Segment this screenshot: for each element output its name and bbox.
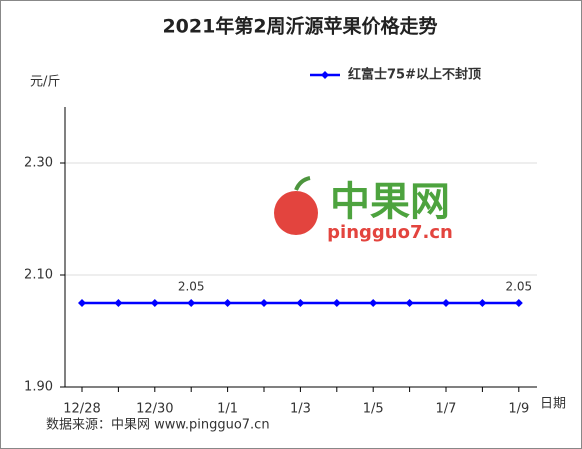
x-tick-label: 1/5 [363,402,384,417]
source: 数据来源：中果网 www.pingguo7.cn [46,418,270,433]
watermark-site: pingguo7.cn [327,222,453,243]
x-axis-label: 日期 [540,397,566,412]
chart-title: 2021年第2周沂源苹果价格走势 [162,15,437,38]
x-tick-label: 12/28 [63,402,100,417]
x-tick-label: 1/9 [508,402,529,417]
point [78,299,86,307]
point [442,299,450,307]
watermark: 中果网 pingguo7.cn [274,176,453,243]
point [369,299,378,307]
x-tick-label: 12/30 [136,402,173,417]
point [223,299,232,307]
point [114,299,123,307]
point [150,299,159,307]
point [405,299,414,307]
y-tick-label: 1.90 [24,380,53,395]
y-axis-label: 元/斤 [30,75,60,90]
y-tick-label: 2.30 [24,156,53,171]
point [187,299,196,307]
data-label: 2.05 [178,280,205,294]
watermark-brand: 中果网 [330,179,450,225]
point [260,299,268,307]
y-tick-label: 2.10 [24,268,53,283]
point [478,299,487,307]
legend-label: 红富士75#以上不封顶 [348,67,481,83]
point [332,299,341,307]
data-label: 2.05 [505,280,532,294]
x-tick-label: 1/7 [436,402,457,417]
point [296,299,305,307]
point [514,299,523,307]
x-tick-label: 1/3 [290,402,311,417]
legend-marker [321,71,329,79]
logo-leaf [294,176,311,191]
logo-apple [274,191,318,235]
x-tick-label: 1/1 [217,402,238,417]
